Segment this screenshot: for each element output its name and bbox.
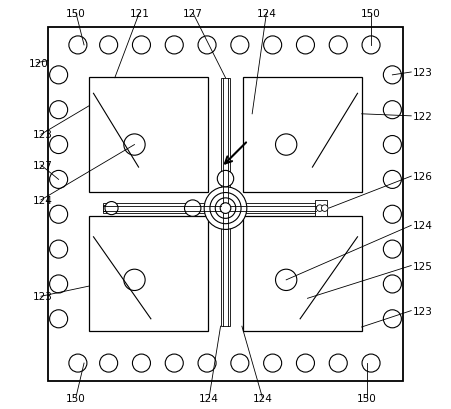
Circle shape: [198, 37, 216, 55]
Circle shape: [133, 37, 151, 55]
Circle shape: [383, 171, 401, 189]
Circle shape: [264, 37, 282, 55]
Bar: [102, 204, 221, 213]
Circle shape: [50, 136, 68, 154]
Bar: [243, 217, 362, 331]
Circle shape: [383, 101, 401, 119]
Text: 150: 150: [66, 393, 86, 402]
Circle shape: [217, 171, 234, 187]
Circle shape: [50, 101, 68, 119]
Circle shape: [383, 206, 401, 224]
Circle shape: [215, 198, 236, 219]
Circle shape: [383, 240, 401, 258]
Circle shape: [362, 354, 380, 372]
Circle shape: [100, 37, 118, 55]
Text: 121: 121: [129, 9, 149, 18]
Bar: [230, 204, 316, 213]
Circle shape: [50, 206, 68, 224]
Circle shape: [322, 205, 328, 212]
Circle shape: [50, 310, 68, 328]
Text: 127: 127: [183, 9, 202, 18]
Circle shape: [50, 67, 68, 85]
Text: 124: 124: [199, 393, 219, 402]
Circle shape: [264, 354, 282, 372]
Circle shape: [383, 275, 401, 293]
Circle shape: [383, 136, 401, 154]
Text: 123: 123: [33, 130, 53, 140]
Circle shape: [231, 37, 249, 55]
Circle shape: [105, 202, 118, 215]
Circle shape: [100, 354, 118, 372]
Circle shape: [329, 37, 347, 55]
Text: 126: 126: [413, 172, 433, 182]
Circle shape: [210, 193, 241, 224]
Text: 150: 150: [357, 393, 377, 402]
Circle shape: [329, 354, 347, 372]
Circle shape: [198, 354, 216, 372]
Circle shape: [276, 135, 297, 156]
Circle shape: [317, 205, 323, 212]
Circle shape: [276, 270, 297, 291]
Text: 124: 124: [33, 196, 53, 205]
Text: 124: 124: [253, 393, 272, 402]
Text: 120: 120: [29, 58, 48, 68]
Circle shape: [124, 270, 145, 291]
Bar: [243, 78, 362, 192]
Circle shape: [362, 37, 380, 55]
Text: 123: 123: [413, 68, 433, 78]
Circle shape: [133, 354, 151, 372]
Circle shape: [383, 310, 401, 328]
Circle shape: [50, 240, 68, 258]
Bar: [48, 28, 403, 381]
Circle shape: [204, 187, 247, 230]
Circle shape: [124, 135, 145, 156]
Bar: [89, 217, 208, 331]
Text: 124: 124: [413, 221, 433, 231]
Bar: [102, 206, 107, 211]
Text: 123: 123: [413, 306, 433, 316]
Circle shape: [296, 354, 314, 372]
Text: 127: 127: [33, 161, 53, 171]
Circle shape: [231, 354, 249, 372]
Text: 150: 150: [361, 9, 381, 18]
Text: 150: 150: [66, 9, 86, 18]
Text: 125: 125: [413, 261, 433, 271]
Text: 122: 122: [413, 112, 433, 121]
Circle shape: [165, 354, 183, 372]
Circle shape: [69, 354, 87, 372]
Circle shape: [50, 171, 68, 189]
Bar: [89, 78, 208, 192]
Bar: [221, 79, 230, 204]
Text: 123: 123: [33, 292, 53, 301]
Circle shape: [296, 37, 314, 55]
Bar: [221, 213, 230, 326]
Circle shape: [184, 200, 201, 217]
Circle shape: [165, 37, 183, 55]
Circle shape: [50, 275, 68, 293]
Circle shape: [220, 203, 231, 214]
Circle shape: [69, 37, 87, 55]
Bar: [315, 200, 327, 217]
Circle shape: [383, 67, 401, 85]
Text: 124: 124: [257, 9, 276, 18]
